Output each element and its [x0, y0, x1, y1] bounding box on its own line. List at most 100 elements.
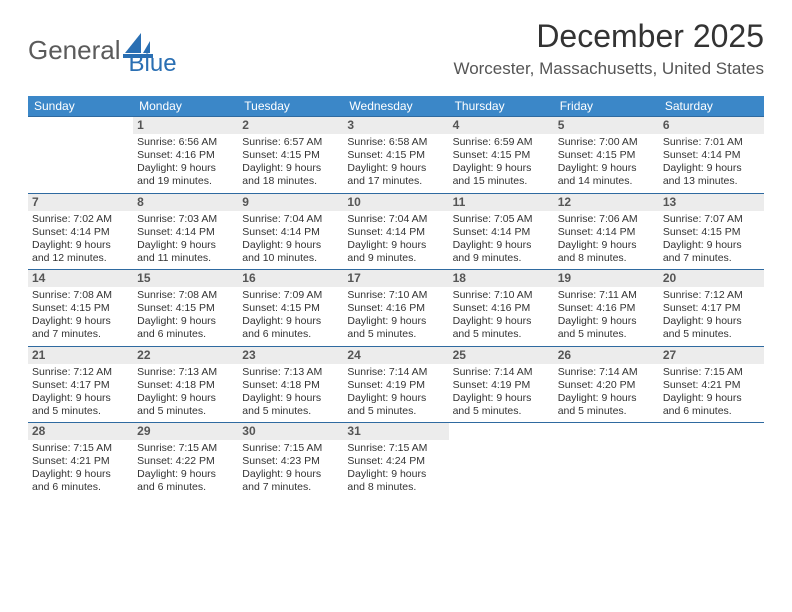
sunrise-line: Sunrise: 7:13 AM [137, 366, 234, 379]
day-cell: 18Sunrise: 7:10 AMSunset: 4:16 PMDayligh… [449, 269, 554, 346]
sunset-line: Sunset: 4:14 PM [32, 226, 129, 239]
day-number: 1 [133, 116, 238, 134]
daylight-line: Daylight: 9 hours and 17 minutes. [347, 162, 444, 188]
dow-header-cell: Wednesday [343, 96, 448, 116]
day-cell: 28Sunrise: 7:15 AMSunset: 4:21 PMDayligh… [28, 422, 133, 499]
sunset-line: Sunset: 4:17 PM [32, 379, 129, 392]
day-number: 10 [343, 193, 448, 211]
sunrise-line: Sunrise: 7:01 AM [663, 136, 760, 149]
daylight-line: Daylight: 9 hours and 7 minutes. [242, 468, 339, 494]
sunset-line: Sunset: 4:15 PM [453, 149, 550, 162]
day-cell: 10Sunrise: 7:04 AMSunset: 4:14 PMDayligh… [343, 193, 448, 270]
day-number [449, 422, 554, 440]
daylight-line: Daylight: 9 hours and 5 minutes. [663, 315, 760, 341]
title-block: December 2025 Worcester, Massachusetts, … [453, 18, 764, 79]
sunrise-line: Sunrise: 7:15 AM [347, 442, 444, 455]
logo-text-general: General [28, 35, 121, 66]
day-number [554, 422, 659, 440]
sunrise-line: Sunrise: 7:15 AM [242, 442, 339, 455]
sunset-line: Sunset: 4:15 PM [242, 149, 339, 162]
sunrise-line: Sunrise: 6:59 AM [453, 136, 550, 149]
daylight-line: Daylight: 9 hours and 5 minutes. [32, 392, 129, 418]
daylight-line: Daylight: 9 hours and 12 minutes. [32, 239, 129, 265]
sunrise-line: Sunrise: 7:12 AM [32, 366, 129, 379]
sunrise-line: Sunrise: 7:14 AM [558, 366, 655, 379]
sunrise-line: Sunrise: 7:05 AM [453, 213, 550, 226]
sunrise-line: Sunrise: 7:03 AM [137, 213, 234, 226]
week-row: 1Sunrise: 6:56 AMSunset: 4:16 PMDaylight… [28, 116, 764, 193]
day-number: 22 [133, 346, 238, 364]
dow-header-row: SundayMondayTuesdayWednesdayThursdayFrid… [28, 96, 764, 116]
day-cell: 14Sunrise: 7:08 AMSunset: 4:15 PMDayligh… [28, 269, 133, 346]
day-number: 18 [449, 269, 554, 287]
sunset-line: Sunset: 4:15 PM [558, 149, 655, 162]
day-cell-empty [449, 422, 554, 499]
sunset-line: Sunset: 4:15 PM [663, 226, 760, 239]
day-number: 11 [449, 193, 554, 211]
day-cell: 7Sunrise: 7:02 AMSunset: 4:14 PMDaylight… [28, 193, 133, 270]
day-number: 29 [133, 422, 238, 440]
sunset-line: Sunset: 4:14 PM [558, 226, 655, 239]
day-number: 9 [238, 193, 343, 211]
calendar: SundayMondayTuesdayWednesdayThursdayFrid… [28, 96, 764, 499]
week-row: 28Sunrise: 7:15 AMSunset: 4:21 PMDayligh… [28, 422, 764, 499]
day-number: 16 [238, 269, 343, 287]
day-cell: 4Sunrise: 6:59 AMSunset: 4:15 PMDaylight… [449, 116, 554, 193]
day-cell: 23Sunrise: 7:13 AMSunset: 4:18 PMDayligh… [238, 346, 343, 423]
sunrise-line: Sunrise: 7:13 AM [242, 366, 339, 379]
sunset-line: Sunset: 4:15 PM [347, 149, 444, 162]
sunrise-line: Sunrise: 6:56 AM [137, 136, 234, 149]
day-number: 31 [343, 422, 448, 440]
day-number: 25 [449, 346, 554, 364]
dow-header-cell: Monday [133, 96, 238, 116]
dow-header-cell: Thursday [449, 96, 554, 116]
day-cell: 31Sunrise: 7:15 AMSunset: 4:24 PMDayligh… [343, 422, 448, 499]
day-cell: 29Sunrise: 7:15 AMSunset: 4:22 PMDayligh… [133, 422, 238, 499]
day-number: 26 [554, 346, 659, 364]
day-cell: 15Sunrise: 7:08 AMSunset: 4:15 PMDayligh… [133, 269, 238, 346]
day-number: 3 [343, 116, 448, 134]
day-number: 30 [238, 422, 343, 440]
day-cell: 20Sunrise: 7:12 AMSunset: 4:17 PMDayligh… [659, 269, 764, 346]
sunrise-line: Sunrise: 7:11 AM [558, 289, 655, 302]
daylight-line: Daylight: 9 hours and 5 minutes. [242, 392, 339, 418]
sunset-line: Sunset: 4:21 PM [32, 455, 129, 468]
week-row: 14Sunrise: 7:08 AMSunset: 4:15 PMDayligh… [28, 269, 764, 346]
daylight-line: Daylight: 9 hours and 19 minutes. [137, 162, 234, 188]
sunset-line: Sunset: 4:14 PM [663, 149, 760, 162]
day-number: 23 [238, 346, 343, 364]
daylight-line: Daylight: 9 hours and 5 minutes. [453, 392, 550, 418]
dow-header-cell: Sunday [28, 96, 133, 116]
sunset-line: Sunset: 4:16 PM [137, 149, 234, 162]
dow-header-cell: Tuesday [238, 96, 343, 116]
day-cell: 3Sunrise: 6:58 AMSunset: 4:15 PMDaylight… [343, 116, 448, 193]
day-number [659, 422, 764, 440]
day-number: 17 [343, 269, 448, 287]
day-number: 24 [343, 346, 448, 364]
sunset-line: Sunset: 4:16 PM [558, 302, 655, 315]
day-number: 8 [133, 193, 238, 211]
header: General Blue December 2025 Worcester, Ma… [28, 18, 764, 88]
sunrise-line: Sunrise: 7:08 AM [137, 289, 234, 302]
daylight-line: Daylight: 9 hours and 6 minutes. [137, 315, 234, 341]
sunset-line: Sunset: 4:16 PM [347, 302, 444, 315]
daylight-line: Daylight: 9 hours and 6 minutes. [32, 468, 129, 494]
sunset-line: Sunset: 4:14 PM [453, 226, 550, 239]
sunrise-line: Sunrise: 7:07 AM [663, 213, 760, 226]
sunset-line: Sunset: 4:17 PM [663, 302, 760, 315]
sunset-line: Sunset: 4:14 PM [242, 226, 339, 239]
day-cell: 24Sunrise: 7:14 AMSunset: 4:19 PMDayligh… [343, 346, 448, 423]
day-number: 7 [28, 193, 133, 211]
sunset-line: Sunset: 4:21 PM [663, 379, 760, 392]
day-cell: 26Sunrise: 7:14 AMSunset: 4:20 PMDayligh… [554, 346, 659, 423]
sunrise-line: Sunrise: 6:57 AM [242, 136, 339, 149]
dow-header-cell: Saturday [659, 96, 764, 116]
day-number: 27 [659, 346, 764, 364]
day-number: 14 [28, 269, 133, 287]
daylight-line: Daylight: 9 hours and 5 minutes. [347, 392, 444, 418]
sunset-line: Sunset: 4:20 PM [558, 379, 655, 392]
sunrise-line: Sunrise: 7:12 AM [663, 289, 760, 302]
daylight-line: Daylight: 9 hours and 6 minutes. [242, 315, 339, 341]
sunset-line: Sunset: 4:14 PM [137, 226, 234, 239]
sunset-line: Sunset: 4:23 PM [242, 455, 339, 468]
